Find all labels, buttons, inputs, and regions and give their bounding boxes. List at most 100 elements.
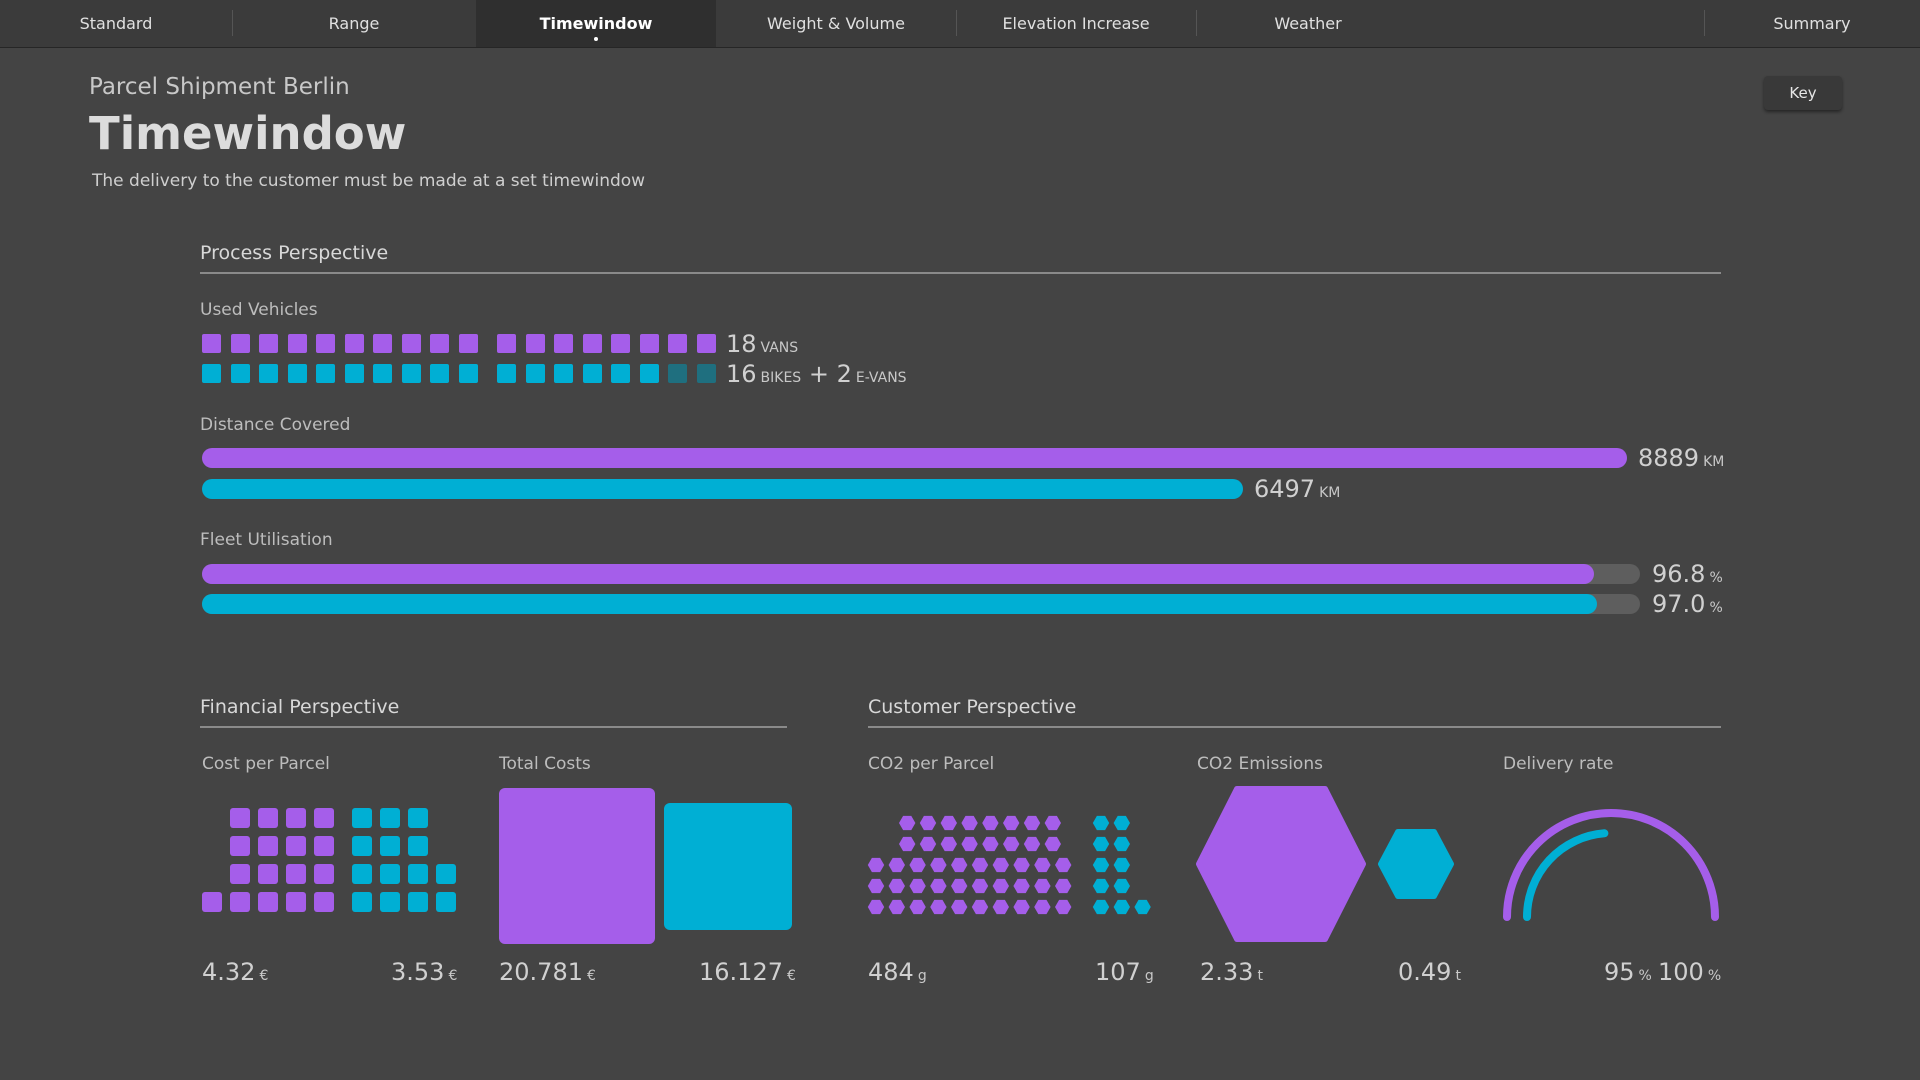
vehicle-icon xyxy=(611,364,630,383)
section-divider xyxy=(200,726,787,728)
delivery-rate-secondary-value: 100% xyxy=(1658,958,1721,986)
cost-icon xyxy=(380,808,400,828)
co2-hex-icon xyxy=(971,878,989,894)
total-costs-secondary-square xyxy=(664,803,792,930)
co2-per-parcel-hex-grid xyxy=(867,815,1151,915)
vehicle-icon xyxy=(497,364,516,383)
co2-per-parcel-primary-value: 484 g xyxy=(868,958,927,986)
key-button[interactable]: Key xyxy=(1764,76,1842,110)
vehicle-icon xyxy=(373,334,392,353)
fleet-secondary-value: 97.0% xyxy=(1652,590,1723,618)
co2-hex-icon xyxy=(1092,815,1110,831)
vehicle-icon xyxy=(230,364,250,383)
co2-hex-icon xyxy=(1113,899,1130,915)
co2-emissions-secondary-value: 0.49 t xyxy=(1398,958,1461,986)
fleet-utilisation-label: Fleet Utilisation xyxy=(200,530,333,550)
tab-divider xyxy=(1704,10,1705,36)
total-costs-label: Total Costs xyxy=(499,754,591,774)
value-number: 95 xyxy=(1604,958,1635,986)
co2-hex-icon xyxy=(961,815,978,831)
co2-hex-icon xyxy=(1034,899,1051,915)
value-unit: € xyxy=(786,968,796,984)
co2-hex-icon xyxy=(867,857,885,873)
tab-bar: Standard Range Timewindow Weight & Volum… xyxy=(0,0,1920,48)
co2-hex-icon xyxy=(1034,857,1051,873)
bikes-icon-row xyxy=(202,364,722,384)
total-costs-primary-value: 20.781 € xyxy=(499,958,596,986)
vehicle-icon xyxy=(696,334,716,353)
bikes-count: 16 BIKES + 2 E-VANS xyxy=(726,360,907,388)
co2-hex-icon xyxy=(1044,836,1061,852)
co2-hex-icon xyxy=(1055,878,1072,894)
vehicle-icon xyxy=(287,334,307,353)
vans-value: 18 xyxy=(726,330,757,358)
co2-hex-icon xyxy=(1023,836,1041,852)
tab-divider xyxy=(1196,10,1197,36)
cost-icon xyxy=(352,836,372,856)
co2-hex-icon xyxy=(971,899,989,915)
co2-hex-icon xyxy=(867,878,885,894)
evans-unit: E-VANS xyxy=(855,370,907,386)
value-unit: g xyxy=(917,968,927,984)
customer-perspective-title: Customer Perspective xyxy=(868,696,1077,718)
delivery-rate-primary-arc xyxy=(1523,829,1609,921)
co2-per-parcel-secondary-value: 107 g xyxy=(1095,958,1154,986)
tab-label: Standard xyxy=(79,14,153,33)
co2-hex-icon xyxy=(961,836,978,852)
co2-hex-icon xyxy=(1113,836,1130,852)
tab-weather[interactable]: Weather xyxy=(1196,0,1420,47)
vehicle-icon xyxy=(344,364,364,383)
co2-hex-icon xyxy=(982,815,999,831)
vehicle-icon xyxy=(259,364,278,383)
e-van-icon xyxy=(696,364,716,383)
cost-icon xyxy=(230,808,250,828)
distance-primary-fill xyxy=(202,448,1627,468)
tab-standard[interactable]: Standard xyxy=(0,0,232,47)
co2-hex-icon xyxy=(1034,878,1051,894)
vehicle-icon xyxy=(230,334,250,353)
co2-hex-icon xyxy=(992,878,1009,894)
vehicle-icon xyxy=(582,334,602,353)
tab-summary[interactable]: Summary xyxy=(1704,0,1920,47)
co2-hex-icon xyxy=(930,899,947,915)
tab-timewindow[interactable]: Timewindow xyxy=(476,0,716,47)
tab-label: Weather xyxy=(1274,14,1342,33)
distance-primary-value: 8889 KM xyxy=(1638,444,1724,472)
vehicle-icon xyxy=(287,364,307,383)
tab-range[interactable]: Range xyxy=(232,0,476,47)
vehicle-icon xyxy=(554,364,573,383)
value-number: 20.781 xyxy=(499,958,583,986)
cost-icon xyxy=(230,836,250,856)
value-unit: t xyxy=(1257,968,1263,984)
distance-secondary-bar xyxy=(202,479,1627,499)
evans-value: + 2 xyxy=(808,360,852,388)
cost-icon xyxy=(258,892,278,912)
co2-hex-icon xyxy=(992,899,1009,915)
co2-hex-icon xyxy=(940,836,957,852)
value-number: 107 xyxy=(1095,958,1141,986)
co2-hex-icon xyxy=(1113,857,1130,873)
tab-label: Timewindow xyxy=(539,14,653,33)
distance-secondary-number: 6497 xyxy=(1254,475,1316,503)
total-costs-primary-square xyxy=(499,788,655,944)
co2-hex-icon xyxy=(951,899,968,915)
co2-hex-icon xyxy=(909,857,926,873)
co2-emissions-secondary-hex xyxy=(1378,829,1454,899)
value-number: 3.53 xyxy=(391,958,445,986)
cost-icon xyxy=(230,892,250,912)
cost-icon xyxy=(286,864,306,884)
vehicle-icon xyxy=(401,334,421,353)
cost-per-parcel-label: Cost per Parcel xyxy=(202,754,330,774)
vehicle-icon xyxy=(554,334,573,353)
co2-hex-icon xyxy=(1113,878,1130,894)
tab-elevation-increase[interactable]: Elevation Increase xyxy=(956,0,1196,47)
cost-icon xyxy=(408,892,428,912)
co2-hex-icon xyxy=(888,878,905,894)
value-unit: % xyxy=(1638,968,1652,984)
delivery-rate-primary-value: 95% xyxy=(1604,958,1652,986)
tab-weight-volume[interactable]: Weight & Volume xyxy=(716,0,956,47)
co2-emissions-hexagons xyxy=(1196,786,1454,942)
co2-hex-icon xyxy=(1092,899,1110,915)
value-unit: g xyxy=(1144,968,1154,984)
section-divider xyxy=(200,272,1721,274)
